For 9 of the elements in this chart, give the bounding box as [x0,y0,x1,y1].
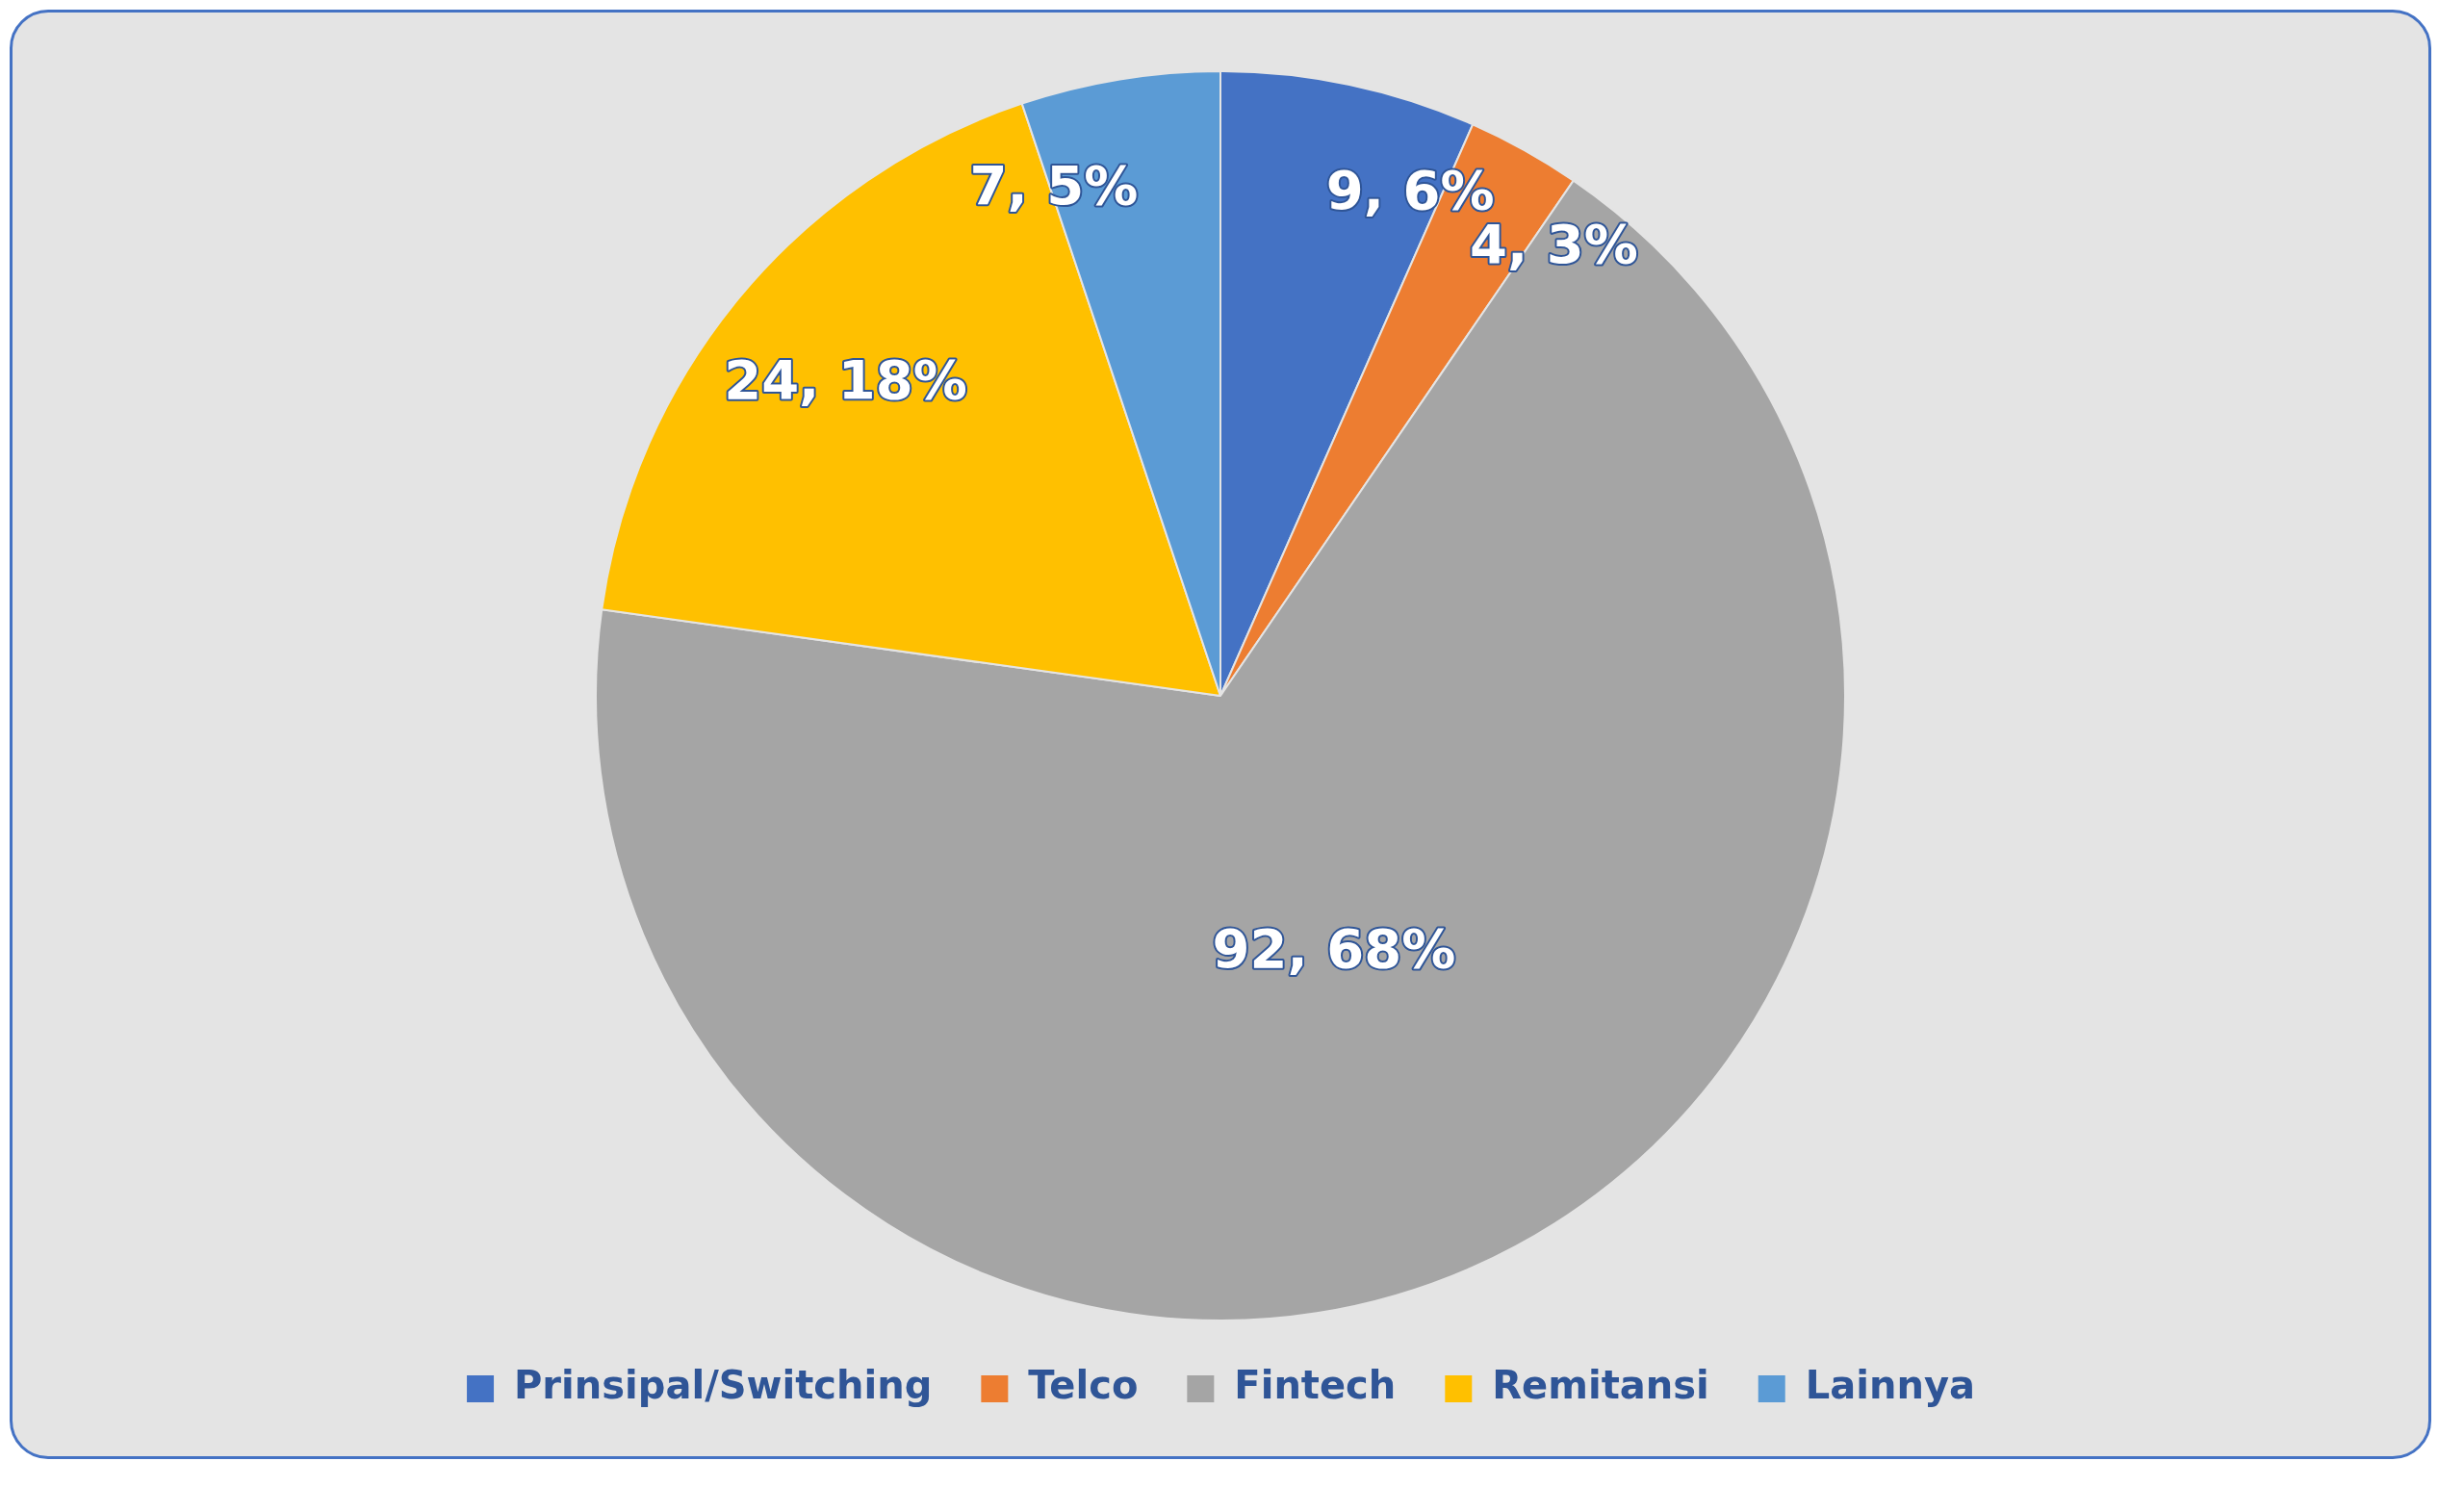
data-label: 4, 3% [1469,212,1638,275]
legend-label: Prinsipal/Switching [514,1363,933,1408]
legend-label: Fintech [1234,1363,1397,1408]
data-label: 7, 5% [969,154,1139,218]
legend-label: Telco [1028,1363,1139,1408]
legend-label: Remitansi [1492,1363,1709,1408]
data-label: 24, 18% [724,348,967,412]
legend-label: Lainnya [1805,1363,1975,1408]
data-label: 92, 68% [1212,916,1456,980]
